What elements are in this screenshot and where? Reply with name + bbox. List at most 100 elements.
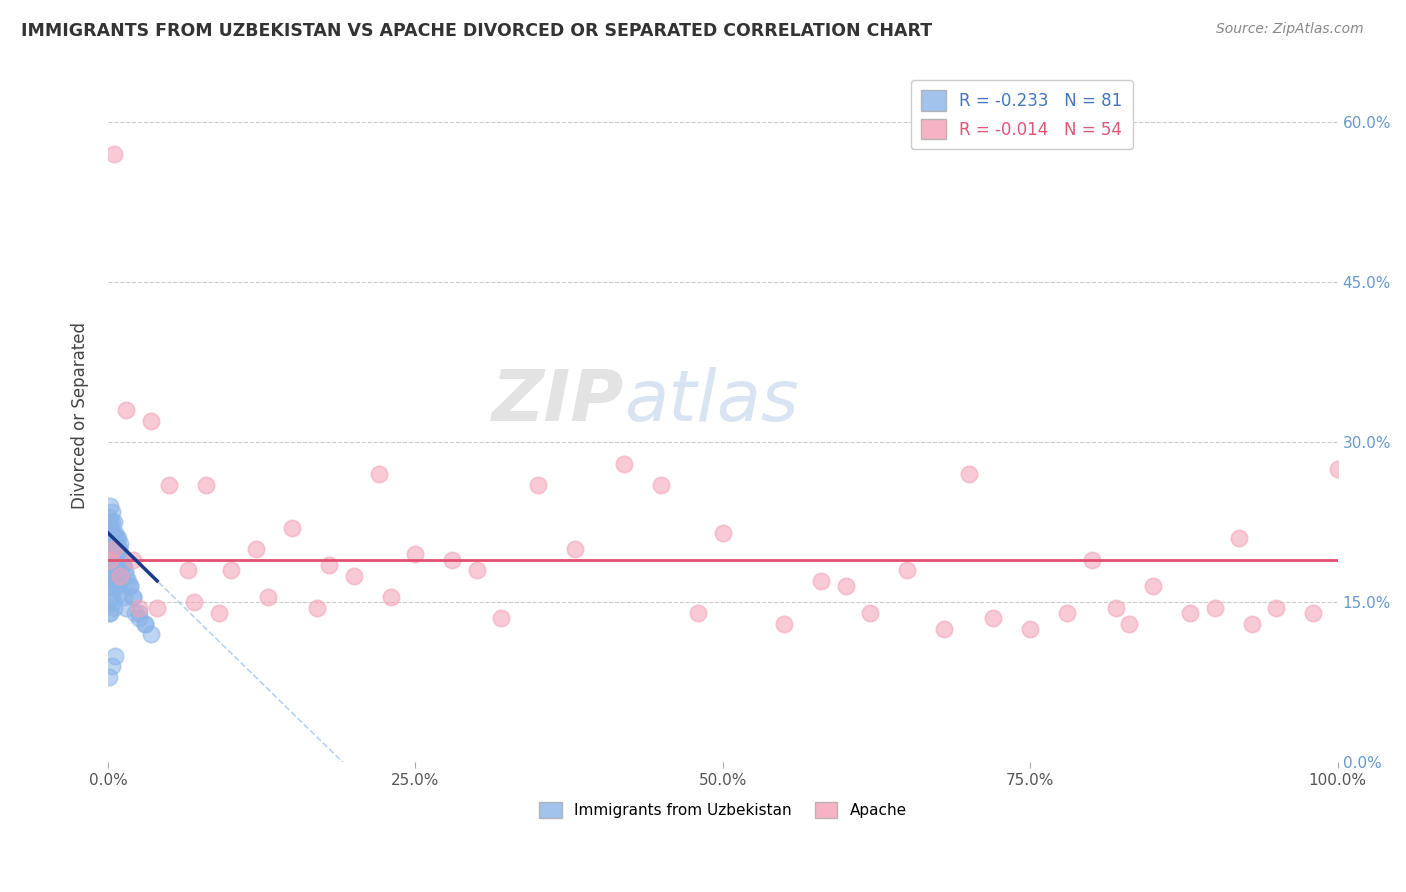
Point: [101, 515, 124, 529]
Point: [101, 595, 124, 609]
Point: [97, 541, 120, 556]
Point: [104, 568, 127, 582]
Point: [688, 606, 710, 620]
Point: [491, 611, 513, 625]
Point: [100, 606, 122, 620]
Point: [103, 541, 125, 556]
Point: [195, 478, 218, 492]
Point: [101, 541, 124, 556]
Point: [318, 558, 340, 572]
Point: [103, 531, 125, 545]
Text: atlas: atlas: [624, 368, 799, 436]
Point: [105, 574, 128, 588]
Point: [859, 606, 882, 620]
Point: [981, 611, 1004, 625]
Point: [98, 536, 121, 550]
Point: [128, 611, 150, 625]
Point: [101, 558, 124, 572]
Point: [120, 579, 142, 593]
Point: [105, 531, 128, 545]
Point: [1019, 622, 1042, 636]
Point: [139, 414, 162, 428]
Point: [120, 579, 142, 593]
Point: [177, 563, 200, 577]
Point: [1302, 606, 1324, 620]
Point: [134, 616, 156, 631]
Point: [111, 558, 134, 572]
Point: [139, 627, 162, 641]
Point: [124, 606, 146, 620]
Point: [100, 547, 122, 561]
Point: [112, 590, 135, 604]
Point: [957, 467, 980, 482]
Point: [108, 547, 131, 561]
Point: [105, 536, 128, 550]
Point: [103, 531, 125, 545]
Point: [613, 457, 636, 471]
Point: [1056, 606, 1078, 620]
Point: [114, 563, 136, 577]
Point: [404, 547, 426, 561]
Point: [105, 541, 128, 556]
Point: [1326, 462, 1348, 476]
Point: [527, 478, 550, 492]
Point: [111, 558, 134, 572]
Point: [208, 606, 231, 620]
Point: [380, 590, 402, 604]
Point: [104, 525, 127, 540]
Point: [97, 568, 120, 582]
Point: [100, 659, 122, 673]
Point: [1204, 600, 1226, 615]
Point: [100, 541, 122, 556]
Point: [103, 563, 125, 577]
Point: [108, 568, 131, 582]
Text: Source: ZipAtlas.com: Source: ZipAtlas.com: [1216, 22, 1364, 37]
Point: [121, 590, 143, 604]
Y-axis label: Divorced or Separated: Divorced or Separated: [72, 322, 89, 509]
Point: [104, 541, 127, 556]
Point: [98, 520, 121, 534]
Point: [97, 670, 120, 684]
Legend: Immigrants from Uzbekistan, Apache: Immigrants from Uzbekistan, Apache: [533, 796, 912, 824]
Point: [934, 622, 956, 636]
Point: [896, 563, 918, 577]
Point: [1105, 600, 1128, 615]
Point: [101, 531, 124, 545]
Point: [564, 541, 586, 556]
Point: [101, 574, 124, 588]
Point: [100, 531, 122, 545]
Point: [257, 590, 280, 604]
Point: [103, 579, 125, 593]
Point: [100, 579, 122, 593]
Point: [305, 600, 328, 615]
Point: [128, 606, 150, 620]
Point: [110, 568, 132, 582]
Point: [105, 558, 128, 572]
Point: [100, 574, 122, 588]
Point: [159, 478, 181, 492]
Point: [1142, 579, 1164, 593]
Point: [1227, 531, 1250, 545]
Point: [103, 600, 125, 615]
Text: ZIP: ZIP: [492, 368, 624, 436]
Point: [117, 574, 139, 588]
Point: [98, 531, 121, 545]
Point: [219, 563, 242, 577]
Point: [128, 600, 150, 615]
Point: [97, 606, 120, 620]
Point: [1265, 600, 1288, 615]
Point: [107, 547, 129, 561]
Point: [104, 552, 127, 566]
Point: [1240, 616, 1263, 631]
Point: [711, 525, 734, 540]
Point: [835, 579, 858, 593]
Point: [810, 574, 832, 588]
Point: [121, 590, 143, 604]
Point: [110, 552, 132, 566]
Point: [146, 600, 169, 615]
Point: [121, 552, 143, 566]
Point: [115, 403, 138, 417]
Point: [650, 478, 672, 492]
Text: IMMIGRANTS FROM UZBEKISTAN VS APACHE DIVORCED OR SEPARATED CORRELATION CHART: IMMIGRANTS FROM UZBEKISTAN VS APACHE DIV…: [21, 22, 932, 40]
Point: [103, 147, 125, 161]
